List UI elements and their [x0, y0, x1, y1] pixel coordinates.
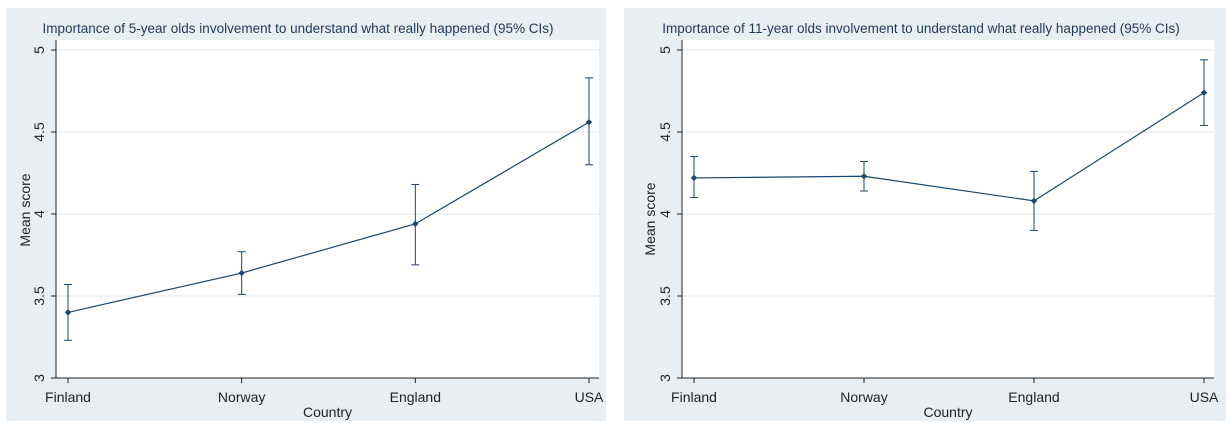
plot-area: [682, 40, 1214, 378]
data-point: [1030, 197, 1038, 205]
x-tick-label: Norway: [840, 389, 887, 405]
chart-svg: Importance of 5-year olds involvement to…: [17, 21, 604, 420]
x-tick-label: USA: [1190, 389, 1219, 405]
chart-title: Importance of 5-year olds involvement to…: [42, 21, 553, 36]
y-tick-label: 3.5: [657, 286, 673, 306]
chart-title: Importance of 11-year olds involvement t…: [662, 21, 1180, 36]
data-point: [238, 269, 245, 277]
y-tick-label: 4: [657, 210, 673, 218]
y-axis-label: Mean score: [17, 173, 33, 246]
x-tick-label: Norway: [218, 389, 265, 405]
x-tick-label: England: [390, 389, 441, 405]
y-tick-label: 4.5: [31, 122, 47, 142]
data-point: [585, 118, 593, 126]
y-tick-label: 5: [31, 46, 47, 54]
data-point: [690, 174, 698, 182]
x-tick-label: USA: [575, 389, 604, 405]
data-point: [412, 220, 419, 228]
series-line: [67, 121, 590, 313]
y-tick-label: 3: [657, 374, 673, 382]
chart-svg: Importance of 11-year olds involvement t…: [642, 21, 1219, 420]
series-line: [693, 92, 1205, 202]
chart-panel-11-year-olds: Importance of 11-year olds involvement t…: [624, 8, 1226, 421]
x-axis-label: Country: [923, 404, 972, 420]
x-tick-label: Finland: [45, 389, 91, 405]
y-tick-label: 4: [31, 210, 47, 218]
x-axis-label: Country: [303, 404, 352, 420]
y-tick-label: 4.5: [657, 122, 673, 142]
y-tick-label: 3.5: [31, 286, 47, 306]
y-tick-label: 3: [31, 374, 47, 382]
chart-panel-5-year-olds: Importance of 5-year olds involvement to…: [6, 8, 606, 421]
data-point: [1200, 89, 1208, 96]
x-tick-label: Finland: [671, 389, 717, 405]
plot-area: [56, 40, 599, 378]
y-axis-label: Mean score: [642, 182, 658, 255]
y-tick-label: 5: [657, 46, 673, 54]
x-tick-label: England: [1008, 389, 1059, 405]
data-point: [860, 173, 868, 180]
data-point: [64, 309, 72, 316]
